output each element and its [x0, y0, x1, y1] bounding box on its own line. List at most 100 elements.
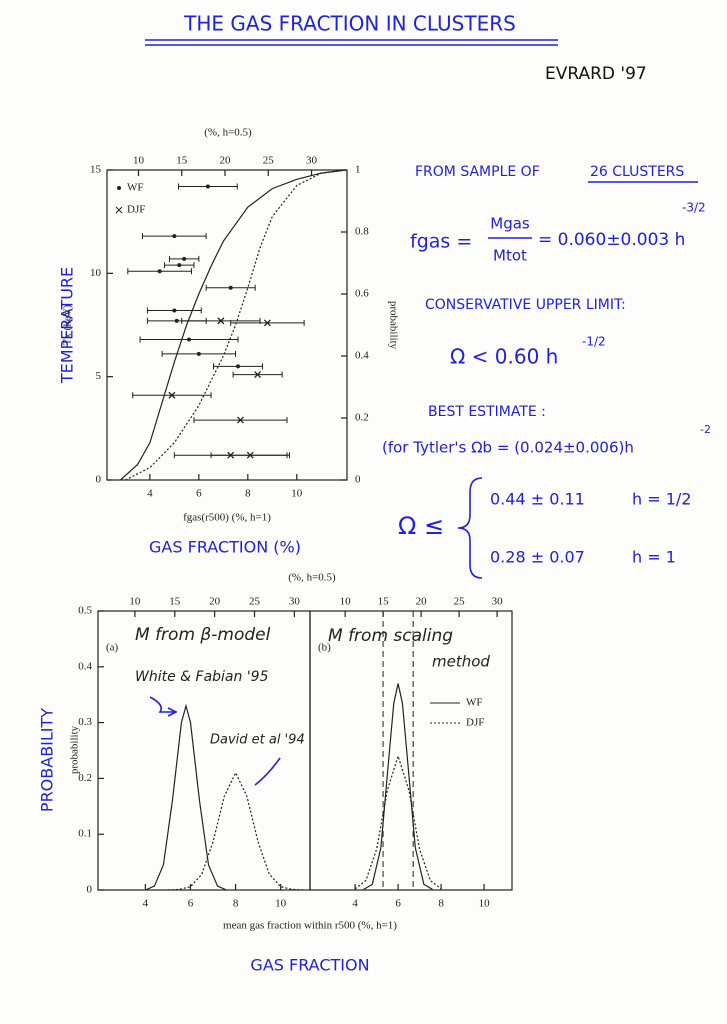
x-tick-label: 4 [352, 898, 358, 910]
y2-tick-label: 0.8 [355, 226, 369, 238]
legend-label: DJF [127, 204, 145, 216]
x2-tick-label: 25 [263, 155, 275, 167]
formula: -1/2 [582, 335, 606, 349]
x-tick-label: 4 [147, 488, 153, 500]
x-axis-label: mean gas fraction within r500 (%, h=1) [223, 920, 397, 932]
formula: fgas = [410, 231, 472, 253]
y-tick-label: 0 [87, 884, 93, 896]
note: CONSERVATIVE UPPER LIMIT: [425, 297, 626, 313]
legend-label: DJF [466, 717, 484, 729]
y-axis-label: Tx (keV) [62, 304, 74, 345]
curve [145, 703, 227, 891]
point [177, 263, 182, 268]
annotation: M from β-model [135, 625, 271, 645]
formula: = 0.060±0.003 h [538, 230, 685, 250]
formula: h = 1/2 [632, 490, 691, 509]
x-tick-label: 6 [395, 898, 401, 910]
legend-label: WF [127, 182, 144, 194]
point [182, 256, 187, 261]
x2-tick-label: 10 [133, 155, 145, 167]
x-tick-label: 8 [438, 898, 444, 910]
author: EVRARD '97 [545, 64, 647, 84]
brace [457, 477, 483, 579]
curve [354, 754, 442, 890]
y2-tick-label: 0.2 [355, 412, 369, 424]
y-tick-label: 0 [96, 474, 102, 486]
hand-label: PROBABILITY [38, 708, 57, 812]
point [228, 285, 233, 290]
formula: 0.28 ± 0.07 [490, 548, 585, 567]
y-tick-label: 0.3 [78, 716, 92, 728]
note: (for Tytler's Ωb = (0.024±0.006)h [382, 439, 634, 457]
formula: Mtot [493, 247, 527, 265]
x-tick-label: 8 [233, 898, 239, 910]
formula: Ω ≤ [398, 512, 444, 540]
y-tick-label: 0.1 [78, 828, 92, 840]
x-tick-label: 10 [291, 488, 303, 500]
y-tick-label: 15 [90, 164, 102, 176]
point [172, 234, 177, 239]
y2-tick-label: 0.6 [355, 288, 369, 300]
x2-tick-label: 25 [454, 596, 466, 608]
page-title: THE GAS FRACTION IN CLUSTERS [183, 12, 516, 36]
hand-label: GAS FRACTION (%) [149, 538, 301, 557]
x2-tick-label: 30 [306, 155, 318, 167]
note: FROM SAMPLE OF [415, 164, 540, 180]
point [205, 184, 210, 189]
point [246, 451, 254, 459]
y-tick-label: 0.2 [78, 772, 92, 784]
x2-tick-label: 30 [289, 596, 301, 608]
y2-axis-label: probability [387, 301, 399, 350]
hand-label: TEMPERATURE [58, 267, 77, 384]
point [254, 371, 262, 379]
legend-swatch [117, 186, 121, 190]
arrow [149, 696, 175, 713]
hand-label: GAS FRACTION [250, 956, 369, 975]
point [236, 364, 241, 369]
point [174, 318, 179, 323]
note: BEST ESTIMATE : [428, 404, 546, 420]
x2-tick-label: 20 [220, 155, 232, 167]
y-tick-label: 0.4 [78, 660, 92, 672]
point [172, 308, 177, 313]
note: 26 CLUSTERS [590, 164, 684, 180]
x-tick-label: 10 [479, 898, 491, 910]
x2-tick-label: 20 [209, 596, 221, 608]
point [263, 319, 271, 327]
annotation: method [432, 653, 490, 671]
annotation: David et al '94 [210, 733, 305, 748]
y2-tick-label: 1 [355, 164, 361, 176]
legend-label: WF [466, 697, 483, 709]
x2-tick-label: 15 [176, 155, 188, 167]
y2-tick-label: 0 [355, 474, 361, 486]
curve [120, 169, 346, 481]
note: -2 [700, 423, 711, 436]
x-tick-label: 6 [196, 488, 202, 500]
point [157, 269, 162, 274]
formula: h = 1 [632, 548, 676, 567]
x2-tick-label: 10 [129, 596, 141, 608]
x2-tick-label: 20 [416, 596, 428, 608]
point [187, 337, 192, 342]
y-tick-label: 0.5 [78, 605, 92, 617]
formula: 0.44 ± 0.11 [490, 490, 585, 509]
x2-tick-label: 25 [249, 596, 261, 608]
x2-tick-label: 30 [492, 596, 504, 608]
x2-tick-label: 10 [340, 596, 352, 608]
curve [363, 683, 433, 890]
arrow [254, 757, 281, 786]
point [168, 391, 176, 399]
x2-axis-label: (%, h=0.5) [204, 127, 252, 139]
formula: -3/2 [682, 201, 706, 215]
x-tick-label: 10 [275, 898, 287, 910]
y-tick-label: 10 [90, 267, 102, 279]
annotation: White & Fabian '95 [135, 669, 269, 685]
arrow [167, 707, 178, 717]
y2-tick-label: 0.4 [355, 350, 369, 362]
legend-swatch [115, 206, 123, 214]
formula: Mgas [490, 215, 530, 233]
curve [125, 169, 346, 481]
x2-tick-label: 15 [169, 596, 181, 608]
panel-label: (a) [106, 642, 119, 654]
